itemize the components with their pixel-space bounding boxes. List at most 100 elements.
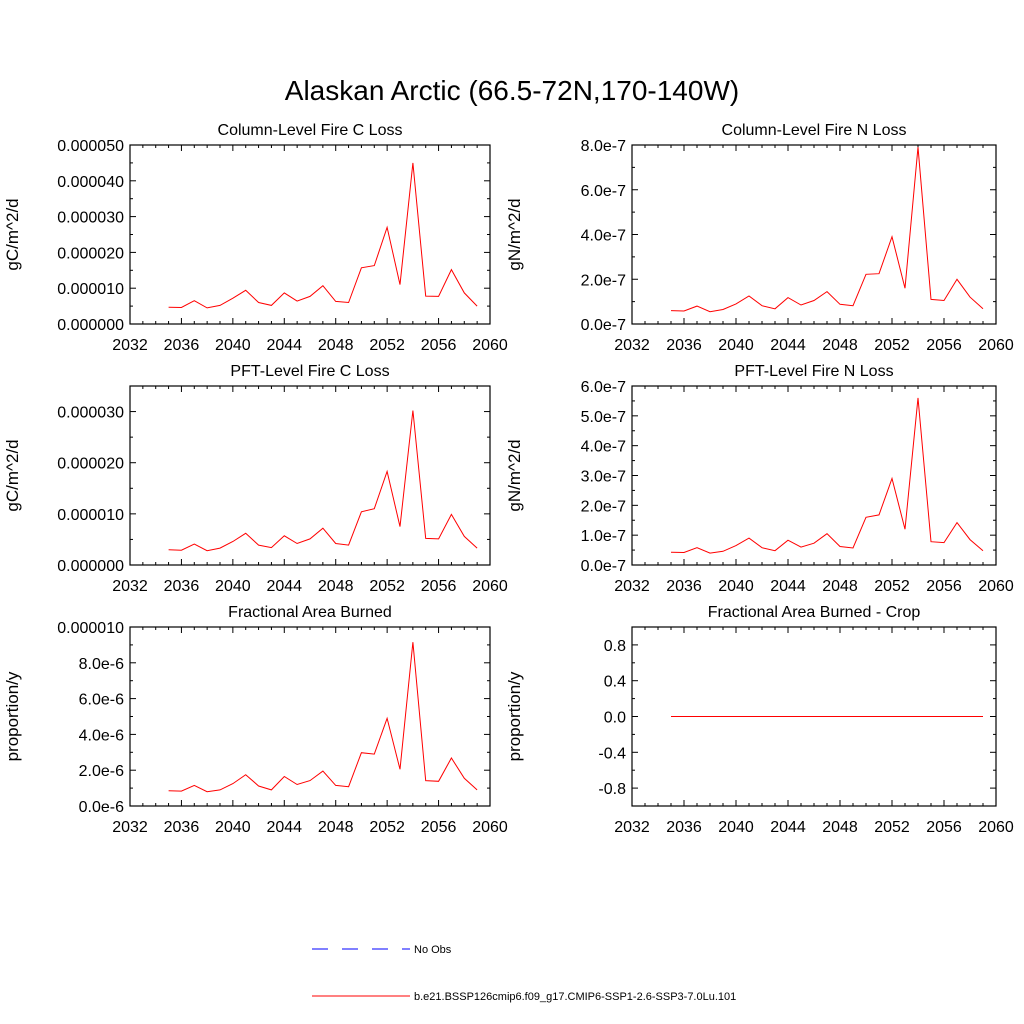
- plot-frame: [129, 144, 491, 325]
- panel-title: Column-Level Fire N Loss: [722, 122, 907, 139]
- y-tick-label: 6.0e-7: [581, 183, 626, 200]
- y-tick-label: 6.0e-6: [79, 692, 124, 709]
- x-tick-label: 2044: [266, 337, 302, 354]
- x-tick-label: 2052: [369, 578, 405, 595]
- y-axis-label: proportion/y: [3, 671, 22, 761]
- x-tick-label: 2052: [874, 337, 910, 354]
- y-tick-label: 5.0e-7: [581, 409, 626, 426]
- x-tick-label: 2040: [718, 819, 754, 836]
- y-axis-label: gN/m^2/d: [505, 439, 524, 511]
- y-tick-label: 2.0e-6: [79, 763, 124, 780]
- plot-frame: [631, 144, 997, 325]
- x-tick-label: 2060: [472, 337, 508, 354]
- x-tick-label: 2044: [770, 578, 806, 595]
- figure-title: Alaskan Arctic (66.5-72N,170-140W): [285, 75, 739, 106]
- series-line-1: [168, 642, 478, 793]
- x-tick-label: 2052: [874, 578, 910, 595]
- panel-title: Fractional Area Burned: [228, 604, 392, 621]
- y-tick-label: 0.0e-6: [79, 799, 124, 816]
- legend: No Obs b.e21.BSSP126cmip6.f09_g17.CMIP6-…: [312, 944, 736, 1003]
- y-tick-label: 0.000020: [57, 245, 124, 262]
- x-tick-label: 2052: [369, 819, 405, 836]
- panel-4: 2032 2036 2040 2044 2048 2052 2056 2060 0.0e-7 1.…: [505, 363, 1014, 595]
- y-axis-label: gN/m^2/d: [505, 198, 524, 270]
- y-tick-label: 0.000040: [57, 174, 124, 191]
- panel-3: 2032 2036 2040 2044 2048 2052 2056 2060 0.000000…: [3, 363, 508, 595]
- x-tick-label: 2040: [215, 337, 251, 354]
- y-tick-label: 0.8: [604, 638, 626, 655]
- panel-title: Column-Level Fire C Loss: [218, 122, 403, 139]
- x-tick-label: 2048: [822, 578, 858, 595]
- x-tick-label: 2060: [978, 337, 1014, 354]
- x-tick-label: 2036: [666, 578, 702, 595]
- x-tick-label: 2056: [926, 578, 962, 595]
- x-tick-label: 2036: [666, 819, 702, 836]
- y-tick-label: 0.000000: [57, 558, 124, 575]
- plot-frame: [631, 385, 997, 566]
- y-tick-label: 0.000010: [57, 507, 124, 524]
- x-tick-label: 2040: [215, 819, 251, 836]
- x-tick-label: 2040: [718, 578, 754, 595]
- chart-panels: 2032 2036 2040 2044 2048 2052 2056 2060 0.000000…: [3, 122, 1014, 836]
- y-tick-label: 2.0e-7: [581, 498, 626, 515]
- y-tick-label: 0.000030: [57, 210, 124, 227]
- y-tick-label: 0.4: [604, 674, 626, 691]
- series-line-1: [670, 147, 984, 313]
- y-tick-label: 0.000000: [57, 317, 124, 334]
- panel-6: 2032 2036 2040 2044 2048 2052 2056 2060 -0.8 -0.4…: [505, 604, 1014, 836]
- plot-frame: [129, 626, 491, 807]
- y-axis-label: proportion/y: [505, 671, 524, 761]
- y-tick-label: 1.0e-7: [581, 528, 626, 545]
- y-axis-label: gC/m^2/d: [3, 198, 22, 270]
- y-tick-label: 0.000030: [57, 405, 124, 422]
- y-tick-label: 0.000010: [57, 620, 124, 637]
- x-tick-label: 2056: [926, 337, 962, 354]
- y-tick-label: 0.0e-7: [581, 317, 626, 334]
- x-tick-label: 2032: [112, 578, 148, 595]
- x-tick-label: 2036: [666, 337, 702, 354]
- y-tick-label: 0.000020: [57, 456, 124, 473]
- x-tick-label: 2048: [318, 819, 354, 836]
- x-tick-label: 2032: [614, 578, 650, 595]
- x-tick-label: 2048: [822, 337, 858, 354]
- x-tick-label: 2040: [718, 337, 754, 354]
- x-tick-label: 2032: [112, 819, 148, 836]
- x-tick-label: 2060: [472, 578, 508, 595]
- legend-model-label: b.e21.BSSP126cmip6.f09_g17.CMIP6-SSP1-2.…: [414, 991, 736, 1003]
- x-tick-label: 2032: [614, 337, 650, 354]
- x-tick-label: 2052: [874, 819, 910, 836]
- series-line-1: [168, 410, 478, 552]
- legend-obs-label: No Obs: [414, 944, 452, 956]
- y-tick-label: 8.0e-7: [581, 138, 626, 155]
- x-tick-label: 2032: [112, 337, 148, 354]
- x-tick-label: 2048: [318, 337, 354, 354]
- panel-2: 2032 2036 2040 2044 2048 2052 2056 2060 0.0e-7 2.…: [505, 122, 1014, 354]
- x-tick-label: 2044: [770, 819, 806, 836]
- y-tick-label: 0.000010: [57, 281, 124, 298]
- x-tick-label: 2048: [822, 819, 858, 836]
- x-tick-label: 2056: [926, 819, 962, 836]
- y-tick-label: 6.0e-7: [581, 379, 626, 396]
- x-tick-label: 2044: [266, 819, 302, 836]
- x-tick-label: 2032: [614, 819, 650, 836]
- panel-title: Fractional Area Burned - Crop: [708, 604, 921, 621]
- y-tick-label: 0.0: [604, 710, 626, 727]
- x-tick-label: 2056: [421, 819, 457, 836]
- y-tick-label: 0.000050: [57, 138, 124, 155]
- panel-title: PFT-Level Fire N Loss: [734, 363, 893, 380]
- x-tick-label: 2036: [164, 337, 200, 354]
- x-tick-label: 2036: [164, 578, 200, 595]
- x-tick-label: 2060: [472, 819, 508, 836]
- y-tick-label: 0.0e-7: [581, 558, 626, 575]
- x-tick-label: 2052: [369, 337, 405, 354]
- x-tick-label: 2048: [318, 578, 354, 595]
- y-tick-label: 4.0e-7: [581, 228, 626, 245]
- x-tick-label: 2056: [421, 337, 457, 354]
- x-tick-label: 2060: [978, 578, 1014, 595]
- y-tick-label: 3.0e-7: [581, 469, 626, 486]
- x-tick-label: 2060: [978, 819, 1014, 836]
- series-line-1: [168, 162, 478, 309]
- x-tick-label: 2040: [215, 578, 251, 595]
- x-tick-label: 2056: [421, 578, 457, 595]
